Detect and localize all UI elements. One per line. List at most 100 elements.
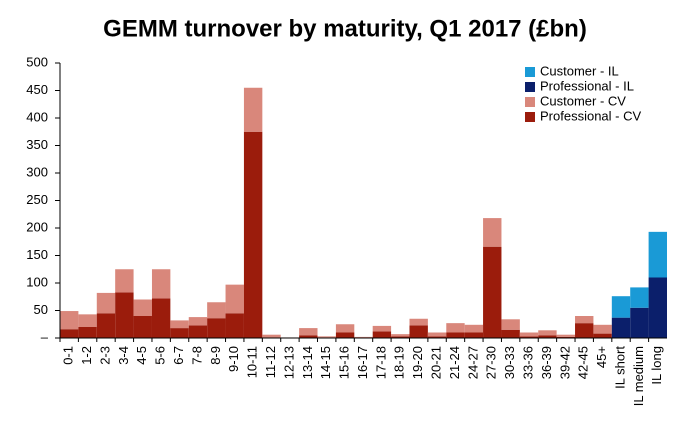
bar-segment xyxy=(243,87,263,132)
x-tick-label: IL short xyxy=(612,346,627,389)
bar-segment xyxy=(335,324,355,333)
y-tick-label: 150 xyxy=(26,247,48,262)
y-tick-label: 100 xyxy=(26,274,48,289)
y-tick-label: 400 xyxy=(26,109,48,124)
x-tick-label: 18-19 xyxy=(392,346,407,379)
bar-segment xyxy=(427,336,447,338)
x-tick-label: 16-17 xyxy=(355,346,370,379)
bar-segment xyxy=(409,318,428,326)
x-tick-label: 15-16 xyxy=(337,346,352,379)
bar-segment xyxy=(593,324,612,334)
bar-segment xyxy=(354,336,373,338)
y-tick-label: 250 xyxy=(26,192,48,207)
x-tick-label: 39-42 xyxy=(557,346,572,379)
x-tick-label: 0-1 xyxy=(61,346,76,365)
x-tick-label: 3-4 xyxy=(116,346,131,365)
chart-title: GEMM turnover by maturity, Q1 2017 (£bn) xyxy=(103,15,587,42)
bar-segment xyxy=(170,320,189,329)
bar-segment xyxy=(611,296,631,318)
legend-swatch xyxy=(525,82,535,92)
bar-segment xyxy=(299,328,318,336)
x-tick-label: 6-7 xyxy=(171,346,186,365)
y-tick-label: 500 xyxy=(26,54,48,69)
bar-segment xyxy=(630,307,649,338)
bar-segment xyxy=(299,335,318,338)
y-tick-label: 200 xyxy=(26,219,48,234)
bar-segment xyxy=(648,231,667,278)
x-tick-label: 24-27 xyxy=(465,346,480,379)
bar-segment xyxy=(78,314,97,327)
x-tick-label: 10-11 xyxy=(245,346,260,378)
bar-segment xyxy=(630,287,649,308)
bar-segment xyxy=(501,319,520,330)
bar-segment xyxy=(593,333,612,338)
y-tick-label: – xyxy=(41,329,49,344)
bar-segment xyxy=(464,332,484,338)
x-tick-label: 9-10 xyxy=(226,346,241,372)
bar-segment xyxy=(115,269,134,293)
legend-label: Customer - CV xyxy=(540,93,626,108)
y-tick-label: 350 xyxy=(26,137,48,152)
bar-segment xyxy=(464,324,484,333)
bar-segment xyxy=(519,332,539,337)
bar-segment xyxy=(188,325,208,338)
bar-segment xyxy=(151,269,171,299)
bar-segment xyxy=(335,332,355,338)
bar-segment xyxy=(60,311,79,330)
x-tick-label: 19-20 xyxy=(410,346,425,379)
x-tick-label: 20-21 xyxy=(429,346,444,379)
x-tick-label: 45+ xyxy=(594,346,609,368)
bar-segment xyxy=(538,335,557,338)
bar-segment xyxy=(446,332,465,338)
y-tick-label: 50 xyxy=(34,302,48,317)
x-tick-label: 14-15 xyxy=(318,346,333,379)
legend-label: Professional - IL xyxy=(540,78,634,93)
x-tick-label: 4-5 xyxy=(134,346,149,365)
x-tick-label: IL long xyxy=(649,346,664,385)
bar-segment xyxy=(372,325,392,332)
bar-segment xyxy=(427,332,447,337)
bar-segment xyxy=(188,317,208,326)
bar-segment xyxy=(501,329,520,338)
x-tick-label: 7-8 xyxy=(189,346,204,365)
bar-segment xyxy=(317,336,336,338)
bar-segment xyxy=(611,317,631,338)
bar-segment xyxy=(483,218,502,247)
x-tick-label: 17-18 xyxy=(373,346,388,379)
x-tick-label: 5-6 xyxy=(153,346,168,365)
x-tick-label: 13-14 xyxy=(300,346,315,379)
x-tick-label: 33-36 xyxy=(520,346,535,379)
x-tick-label: 27-30 xyxy=(484,346,499,379)
x-tick-label: 11-12 xyxy=(263,346,278,378)
bar-segment xyxy=(538,330,557,336)
bar-segment xyxy=(170,328,189,338)
x-tick-label: IL medium xyxy=(631,346,646,406)
x-tick-label: 42-45 xyxy=(576,346,591,379)
legend-label: Professional - CV xyxy=(540,108,641,123)
bar-segment xyxy=(207,302,226,319)
bar-segment xyxy=(372,331,392,338)
bar-segment xyxy=(391,334,410,337)
bar-segment xyxy=(133,316,152,338)
legend-swatch xyxy=(525,97,535,107)
bar-segment xyxy=(225,284,244,314)
legend-label: Customer - IL xyxy=(540,63,619,78)
bar-segment xyxy=(60,329,79,338)
bar-segment xyxy=(133,299,152,316)
x-tick-label: 1-2 xyxy=(79,346,94,365)
x-tick-label: 30-33 xyxy=(502,346,517,379)
x-tick-label: 12-13 xyxy=(281,346,296,379)
bar-segment xyxy=(446,323,465,333)
bar-segment xyxy=(243,131,263,338)
bar-segment xyxy=(207,318,226,338)
bar-segment xyxy=(225,313,244,338)
legend-swatch xyxy=(525,67,535,77)
y-tick-label: 450 xyxy=(26,82,48,97)
bar-segment xyxy=(409,325,428,338)
bar-segment xyxy=(115,292,134,338)
bar-segment xyxy=(96,313,116,338)
bar-segment xyxy=(519,336,539,338)
bar-segment xyxy=(575,323,594,338)
x-tick-label: 2-3 xyxy=(97,346,112,365)
